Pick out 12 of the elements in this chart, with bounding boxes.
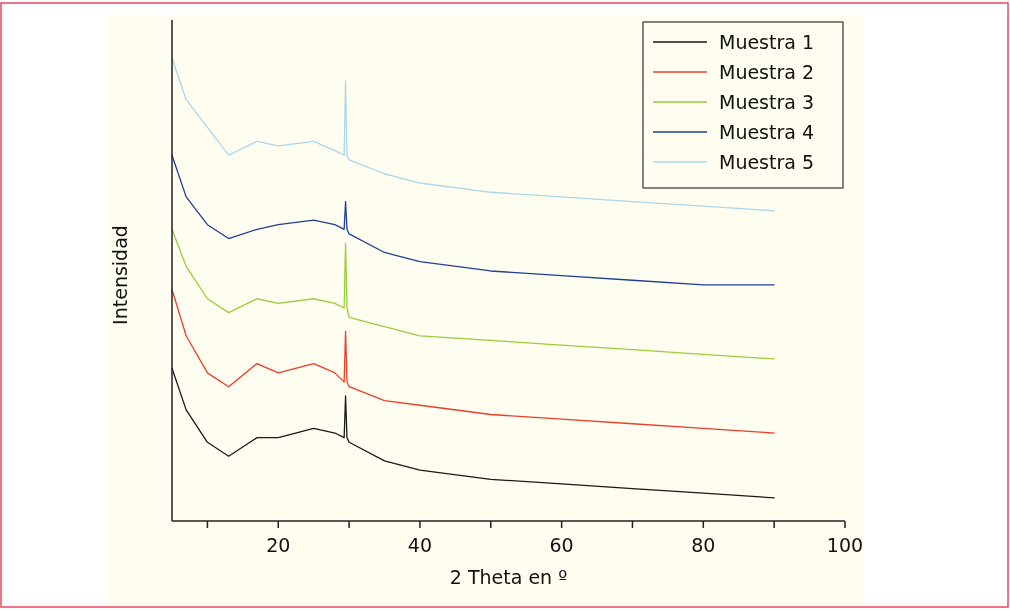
legend-label: Muestra 4: [719, 121, 815, 143]
x-tick-label: 40: [407, 534, 433, 556]
x-tick-label: 80: [691, 534, 716, 556]
x-axis-title: 2 Theta en º: [449, 566, 568, 588]
y-axis-title: Intensidad: [109, 225, 131, 325]
legend-label: Muestra 3: [719, 91, 815, 113]
x-tick-label: 60: [549, 534, 574, 556]
legend-label: Muestra 5: [719, 151, 815, 173]
legend-label: Muestra 2: [719, 61, 815, 83]
legend-label: Muestra 1: [719, 31, 815, 53]
x-tick-label: 20: [266, 534, 291, 556]
x-tick-label: 100: [826, 534, 864, 556]
